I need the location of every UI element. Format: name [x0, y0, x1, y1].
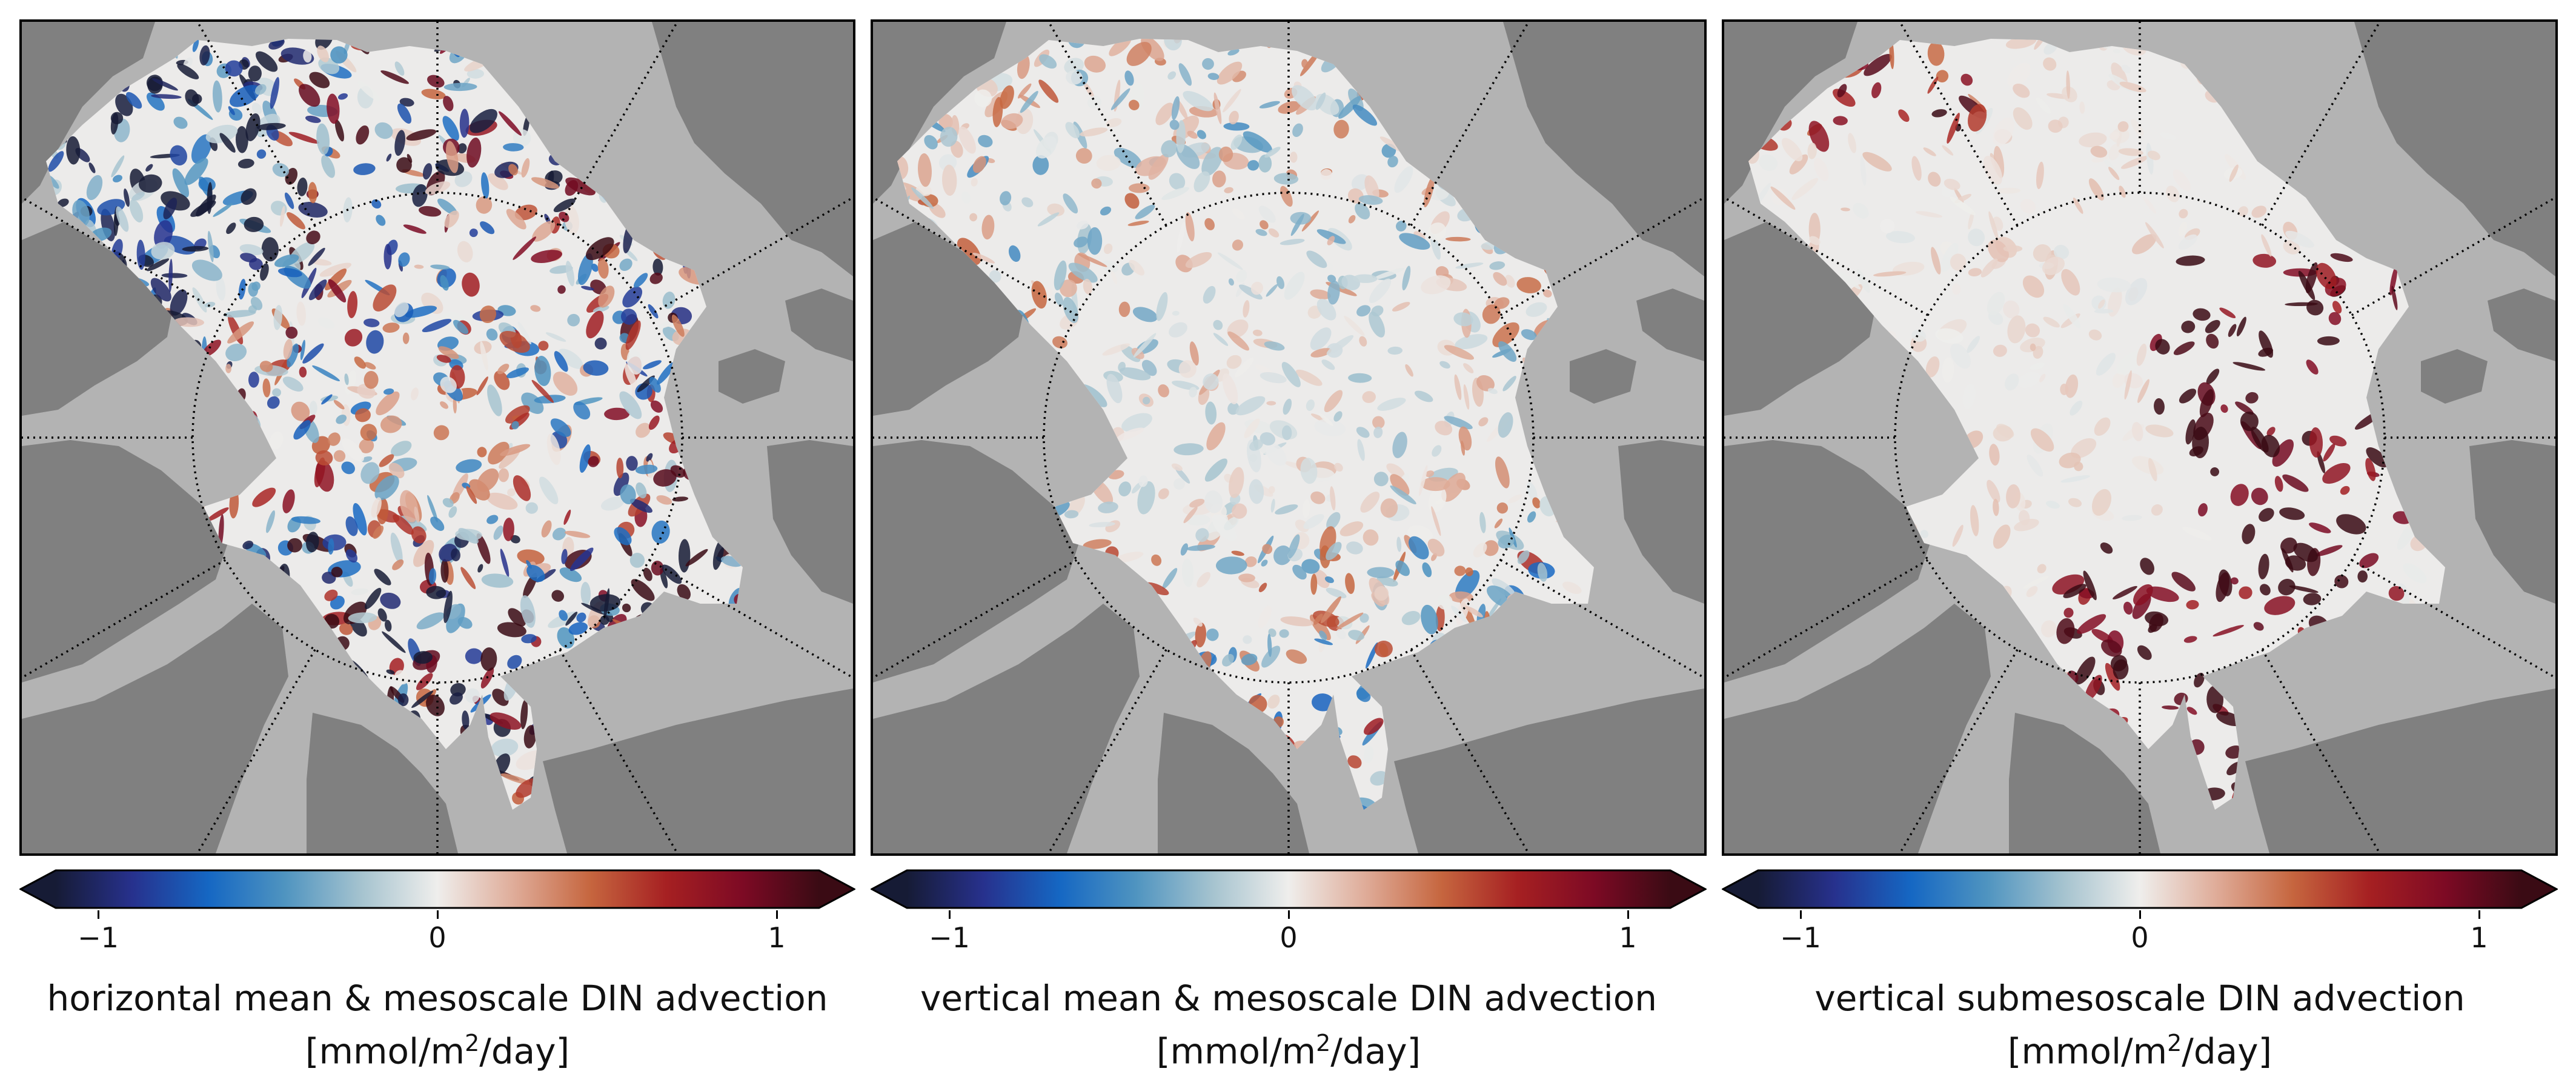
colorbar-gradient: [907, 870, 1670, 908]
colorbar-tick-mark: [2478, 910, 2480, 919]
colorbar-tick-label: 1: [768, 921, 786, 954]
colorbar-tick-label: 0: [2131, 921, 2149, 954]
colorbar-extend-max: [2521, 870, 2557, 908]
colorbar-extend-min: [21, 870, 56, 908]
land-mass: [1158, 713, 1309, 853]
colorbar-tick-mark: [1627, 910, 1629, 919]
graticule: [22, 22, 853, 853]
land-mass: [1570, 349, 1636, 404]
colorbar-strip: [18, 869, 857, 909]
land-mass: [22, 22, 155, 204]
land-mass: [543, 689, 853, 853]
colorbar-tick-mark: [776, 910, 778, 919]
polar-map: [873, 22, 1704, 853]
land-mass: [873, 440, 1079, 682]
polar-map: [22, 22, 853, 853]
colorbar-label-unit: [mmol/m2/day]: [305, 1030, 570, 1072]
land-mass: [22, 440, 228, 682]
colorbar-tick-mark: [2139, 910, 2141, 919]
colorbar-strip: [869, 869, 1708, 909]
land-mass: [1724, 440, 1930, 682]
colorbar: −1 0 1 vertical mean & mesoscale DIN advec…: [869, 868, 1708, 1074]
map-frame: [1722, 19, 2558, 856]
map-frame: [871, 19, 1707, 856]
land-mass: [719, 349, 785, 404]
colorbar: −1 0 1 horizontal mean & mesoscale DIN adv…: [18, 868, 857, 1074]
colorbar-label: horizontal mean & mesoscale DIN advectio…: [19, 976, 855, 1073]
land-mass: [1503, 22, 1704, 276]
land-mass: [22, 604, 288, 853]
colorbar-label-unit: [mmol/m2/day]: [1156, 1030, 1421, 1072]
land-mass: [1724, 604, 1991, 853]
colorbar-gradient: [1758, 870, 2521, 908]
colorbar-extend-min: [1723, 870, 1758, 908]
colorbar-tick-label: −1: [1780, 921, 1821, 954]
colorbar-tick-mark: [1800, 910, 1802, 919]
land-mass: [2245, 689, 2555, 853]
colorbar-tick-label: −1: [929, 921, 970, 954]
land-mass: [2354, 22, 2555, 276]
colorbar-label: vertical submesoscale DIN advection [mmo…: [1722, 976, 2558, 1073]
colorbar-tick-label: −1: [78, 921, 119, 954]
colorbar-tick-label: 1: [1619, 921, 1637, 954]
land-mass: [652, 22, 853, 276]
land-mass: [873, 22, 1006, 204]
land-mass: [2488, 289, 2555, 361]
colorbar-outline: [869, 869, 1708, 909]
land-mass: [1394, 689, 1704, 853]
colorbar-outline: [18, 869, 857, 909]
land-mass: [2469, 440, 2555, 604]
colorbar-tick-mark: [98, 910, 99, 919]
land-mass: [767, 440, 853, 604]
colorbar-label: vertical mean & mesoscale DIN advection …: [871, 976, 1707, 1073]
land-mass: [2009, 713, 2160, 853]
land-mass: [1636, 289, 1704, 361]
colorbar-tick-mark: [1288, 910, 1290, 919]
land-mass: [1724, 22, 1857, 204]
colorbar-label-unit: [mmol/m2/day]: [2007, 1030, 2272, 1072]
colorbar-extend-max: [1670, 870, 1705, 908]
colorbar-strip: [1721, 869, 2559, 909]
colorbar-tick-label: 1: [2470, 921, 2488, 954]
colorbar-gradient: [56, 870, 819, 908]
colorbar-tick-label: 0: [1280, 921, 1298, 954]
colorbar-tick-label: 0: [428, 921, 446, 954]
land-mass: [873, 604, 1140, 853]
colorbar-tick-mark: [437, 910, 439, 919]
colorbar-label-line1: vertical submesoscale DIN advection: [1814, 978, 2465, 1019]
colorbar-tick-mark: [949, 910, 951, 919]
graticule: [1724, 22, 2555, 853]
graticule: [873, 22, 1704, 853]
polar-map: [1724, 22, 2555, 853]
colorbar: −1 0 1 vertical submesoscale DIN advection…: [1721, 868, 2559, 1074]
land-mass: [785, 289, 853, 361]
colorbar-label-line1: vertical mean & mesoscale DIN advection: [920, 978, 1657, 1019]
colorbar-label-line1: horizontal mean & mesoscale DIN advectio…: [47, 978, 828, 1019]
colorbar-extend-max: [819, 870, 854, 908]
colorbar-extend-min: [872, 870, 907, 908]
land-mass: [1618, 440, 1704, 604]
map-frame: [19, 19, 855, 856]
colorbar-outline: [1721, 869, 2559, 909]
land-mass: [2421, 349, 2488, 404]
land-mass: [307, 713, 458, 853]
